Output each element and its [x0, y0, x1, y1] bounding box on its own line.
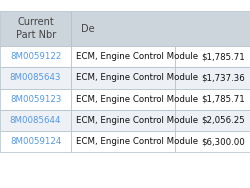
Bar: [175, 46, 250, 67]
Text: 8M0059124: 8M0059124: [10, 137, 61, 146]
Text: 8M0059122: 8M0059122: [10, 52, 61, 61]
Bar: [0, 89, 71, 110]
Text: De: De: [81, 24, 95, 34]
Text: ECM, Engine Control Module: ECM, Engine Control Module: [76, 116, 198, 125]
Text: $1,785.71: $1,785.71: [201, 95, 245, 104]
Text: ECM, Engine Control Module: ECM, Engine Control Module: [76, 74, 198, 82]
Bar: [175, 67, 250, 89]
Text: 8M0085644: 8M0085644: [10, 116, 62, 125]
Text: $1,737.36: $1,737.36: [201, 74, 245, 82]
Bar: [71, 46, 175, 67]
Bar: [175, 131, 250, 152]
Bar: [0, 67, 71, 89]
Text: $6,300.00: $6,300.00: [201, 137, 245, 146]
Bar: [0, 110, 71, 131]
Bar: [175, 110, 250, 131]
Text: $1,785.71: $1,785.71: [201, 52, 245, 61]
Bar: [0, 131, 71, 152]
Bar: [175, 89, 250, 110]
Bar: [71, 67, 175, 89]
Text: $2,056.25: $2,056.25: [201, 116, 245, 125]
Text: ECM, Engine Control Module: ECM, Engine Control Module: [76, 95, 198, 104]
Text: 8M0059123: 8M0059123: [10, 95, 61, 104]
Text: ECM, Engine Control Module: ECM, Engine Control Module: [76, 137, 198, 146]
Text: ECM, Engine Control Module: ECM, Engine Control Module: [76, 52, 198, 61]
Bar: [0, 46, 71, 67]
Text: Current
Part Nbr: Current Part Nbr: [16, 17, 56, 40]
Text: 8M0085643: 8M0085643: [10, 74, 62, 82]
Bar: [71, 11, 250, 46]
Bar: [71, 89, 175, 110]
Bar: [71, 110, 175, 131]
Bar: [71, 131, 175, 152]
Bar: [0, 11, 71, 46]
